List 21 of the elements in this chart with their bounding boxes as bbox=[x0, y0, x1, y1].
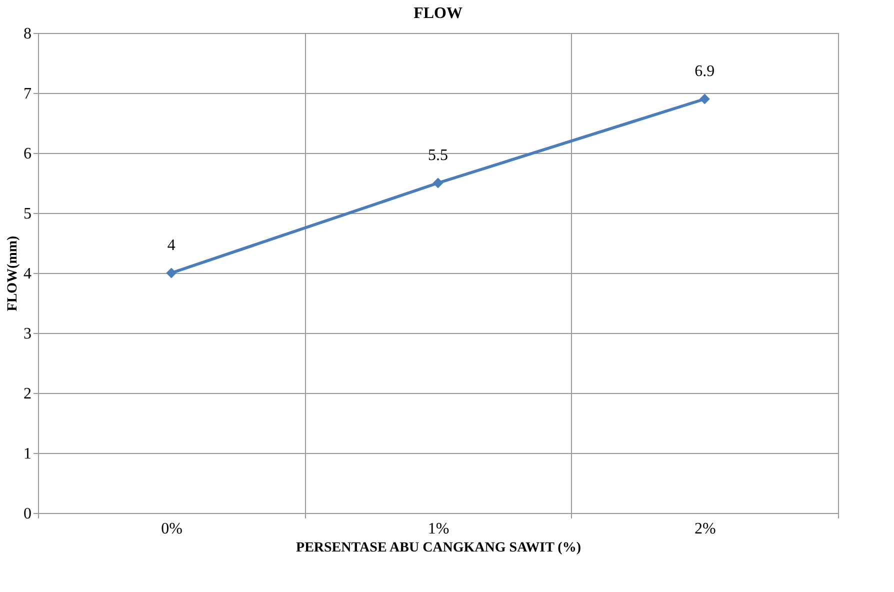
data-label: 6.9 bbox=[694, 63, 715, 80]
x-tick-label: 1% bbox=[428, 520, 450, 538]
y-tick-label: 4 bbox=[24, 266, 32, 282]
data-label: 4 bbox=[167, 237, 176, 254]
chart-title: FLOW bbox=[414, 5, 462, 22]
data-label: 5.5 bbox=[428, 147, 448, 164]
y-tick-label: 2 bbox=[24, 386, 32, 402]
y-tick-label: 1 bbox=[24, 446, 32, 462]
y-tick-label: 8 bbox=[24, 26, 32, 42]
x-tick-label: 2% bbox=[694, 520, 716, 538]
point bbox=[166, 268, 177, 278]
x-axis-title: PERSENTASE ABU CANGKANG SAWIT (%) bbox=[296, 540, 582, 556]
y-tick-label: 6 bbox=[24, 146, 32, 162]
point bbox=[699, 94, 710, 104]
y-axis-title: FLOW(mm) bbox=[6, 235, 20, 312]
x-tick-label: 0% bbox=[161, 520, 182, 538]
y-tick-label: 3 bbox=[24, 326, 32, 342]
point bbox=[432, 178, 444, 188]
y-tick-label: 0 bbox=[24, 506, 32, 522]
y-tick-label: 5 bbox=[24, 206, 32, 222]
y-tick-label: 7 bbox=[24, 86, 32, 102]
